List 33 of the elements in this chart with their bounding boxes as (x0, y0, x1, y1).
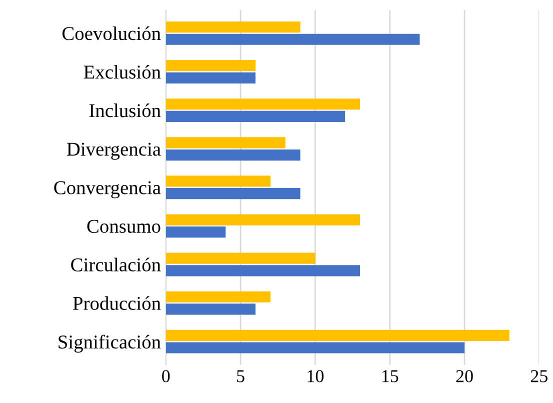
bar (166, 226, 226, 238)
bar (166, 34, 420, 45)
bar (166, 342, 465, 354)
bar (166, 330, 510, 341)
y-tick-label: Producción (73, 296, 161, 310)
y-tick-label: Coevolución (62, 26, 161, 40)
y-tick-label: Divergencia (66, 142, 161, 160)
y-tick-label: Consumo (87, 220, 160, 233)
x-tick-label: 5 (237, 370, 244, 382)
bar (166, 252, 316, 264)
bar (166, 265, 360, 276)
y-tick-label: Convergencia (54, 181, 161, 198)
bar (166, 149, 300, 161)
bar (166, 188, 300, 200)
x-tick-label: 15 (382, 370, 398, 382)
bar (166, 214, 360, 226)
bar (166, 72, 256, 84)
bar (166, 110, 346, 122)
x-tick-label: 25 (530, 370, 548, 382)
bar (166, 137, 286, 148)
y-tick-label: Exclusión (84, 64, 161, 79)
bar (166, 60, 256, 72)
x-tick-label: 20 (456, 370, 473, 382)
y-tick-label: Significación (58, 334, 161, 353)
bar (166, 291, 270, 302)
bar (166, 21, 300, 33)
bar (166, 304, 256, 315)
y-tick-label: Circulación (71, 258, 161, 272)
bar (166, 98, 360, 110)
y-tick-label: Inclusión (89, 104, 161, 118)
x-tick-label: 0 (162, 370, 170, 382)
x-tick-label: 10 (308, 370, 324, 382)
bar (166, 176, 270, 187)
